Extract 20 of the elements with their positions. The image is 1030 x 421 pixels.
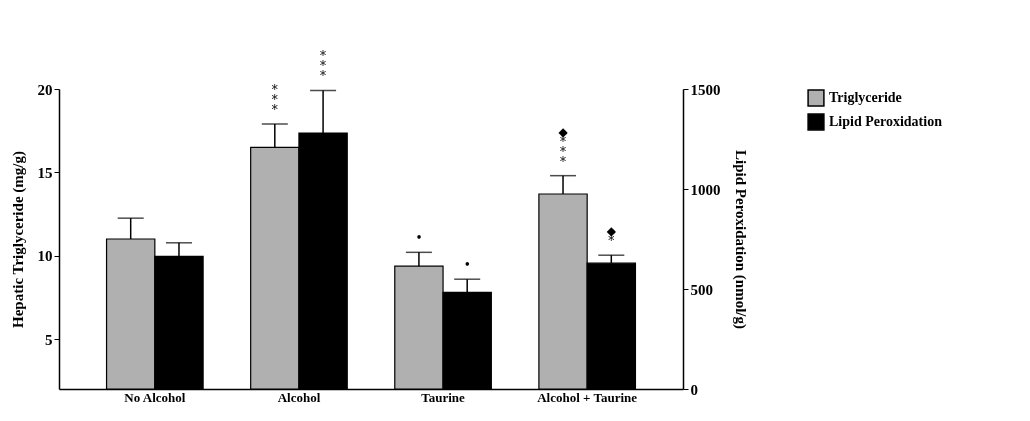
y-tick-label: 15 — [37, 164, 53, 181]
y-axis-title: Hepatic Triglyceride (mg/g) — [9, 151, 27, 328]
y-tick-label: 5 — [45, 331, 53, 348]
y2-axis-title: Lipid Peroxidation (nmol/g) — [731, 150, 749, 329]
legend-label: Lipid Peroxidation — [829, 114, 943, 129]
x-tick-label: Alcohol + Taurine — [537, 389, 638, 405]
x-tick-label: Taurine — [421, 389, 466, 405]
y2-tick-label: 1500 — [690, 81, 721, 98]
y2-tick-label: 0 — [690, 381, 698, 398]
y-tick-label: 20 — [37, 81, 53, 98]
y2-tick-label: 1000 — [690, 181, 721, 198]
x-tick-label: No Alcohol — [124, 389, 186, 405]
y2-tick-label: 500 — [690, 281, 713, 298]
text: *** — [320, 49, 327, 84]
annotation: *** — [271, 83, 278, 117]
x-tick-label: Alcohol — [277, 389, 321, 405]
legend-label: Triglyceride — [829, 90, 902, 105]
annotation: • — [415, 231, 423, 246]
annotation: • — [463, 258, 471, 273]
y-tick-label: 10 — [37, 248, 53, 265]
